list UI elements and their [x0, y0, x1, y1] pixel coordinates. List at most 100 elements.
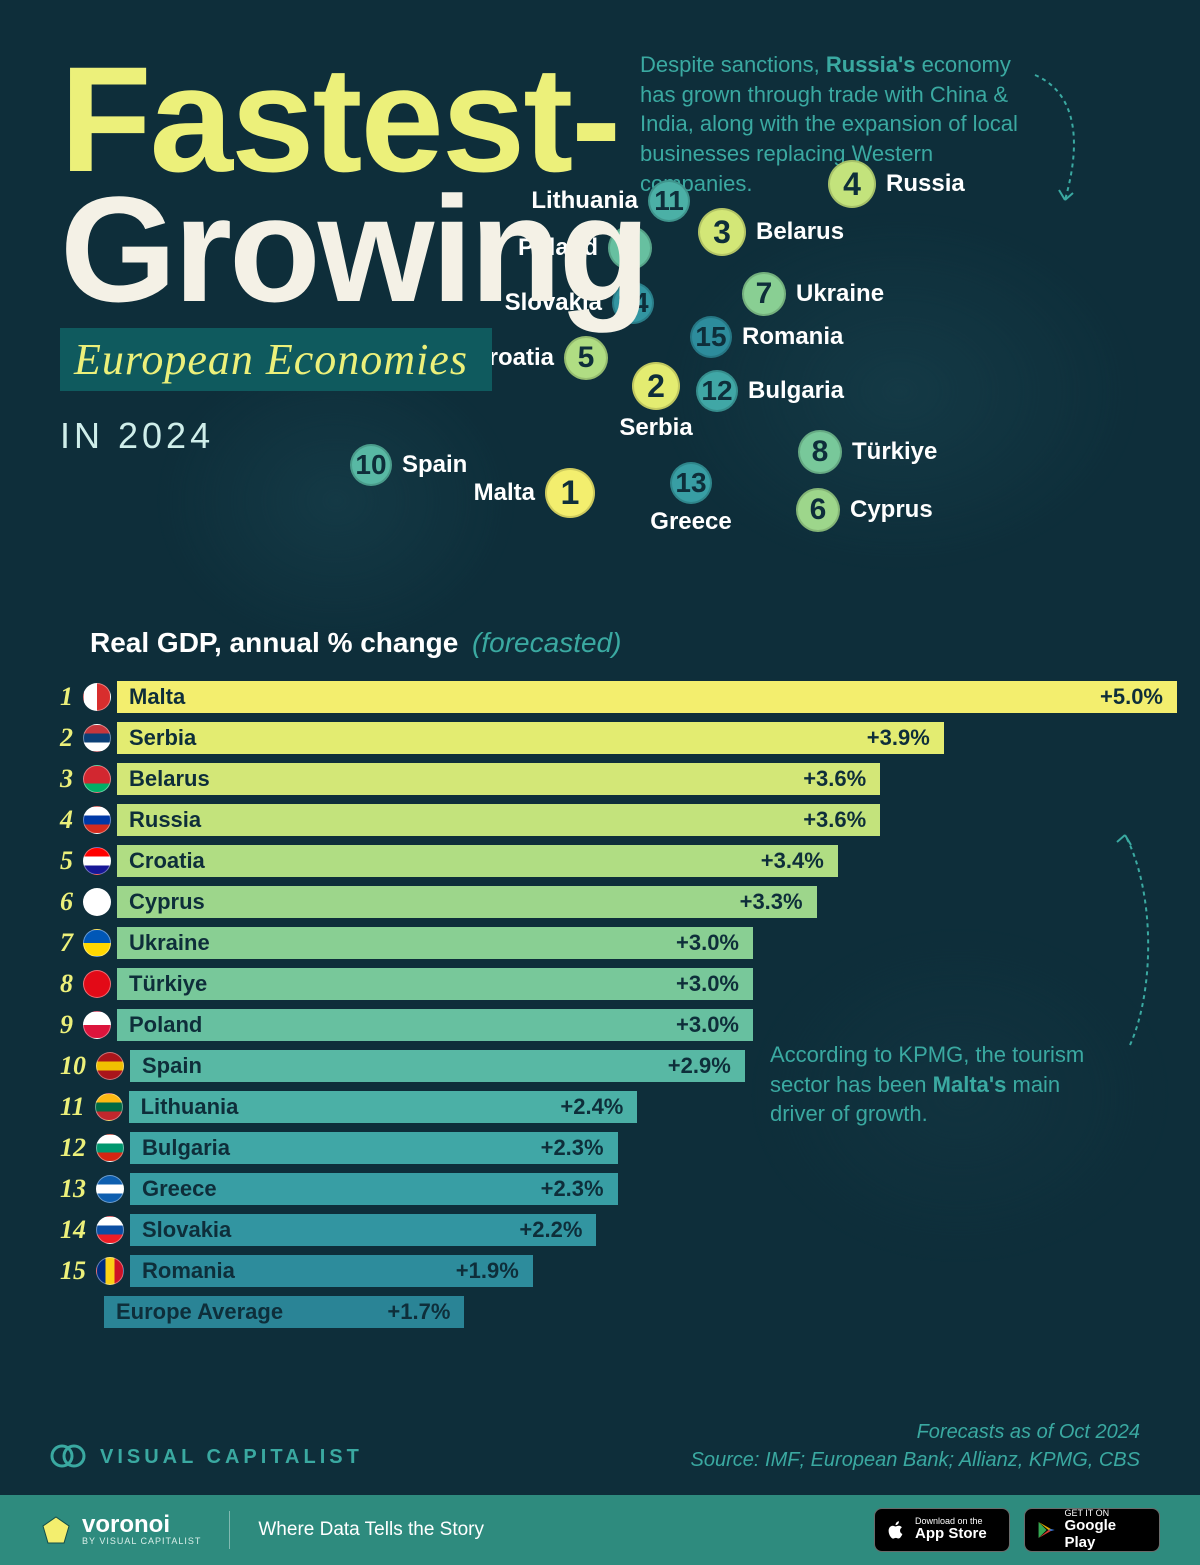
bar-value: +3.0% [676, 971, 739, 997]
bar-country: Ukraine [129, 930, 210, 956]
subtitle-badge: European Economies [60, 328, 492, 391]
chart-row-average: Europe Average +1.7% [60, 1292, 1140, 1331]
bar: Belarus +3.6% [117, 763, 880, 795]
flag-icon [96, 1175, 124, 1203]
bar-value: +3.4% [761, 848, 824, 874]
bar-value: +3.9% [867, 725, 930, 751]
google-play-icon [1035, 1519, 1056, 1541]
chart-title: Real GDP, annual % change (forecasted) [90, 627, 1140, 659]
bar-avg-label: Europe Average [116, 1299, 283, 1325]
chart-title-main: Real GDP, annual % change [90, 627, 458, 658]
google-play-badge[interactable]: GET IT ON Google Play [1024, 1508, 1160, 1552]
row-rank: 8 [60, 969, 79, 999]
vc-logo-text: VISUAL CAPITALIST [100, 1446, 363, 1469]
bar-country: Bulgaria [142, 1135, 230, 1161]
chart-row: 4 Russia +3.6% [60, 800, 1140, 839]
bar-chart-section: Real GDP, annual % change (forecasted) 1… [60, 627, 1140, 1331]
chart-row: 11 Lithuania +2.4% [60, 1087, 1140, 1126]
chart-bars-container: 1 Malta +5.0% 2 Serbia +3.9% 3 Belarus +… [60, 677, 1140, 1331]
bar: Russia +3.6% [117, 804, 880, 836]
appstore-line2: App Store [915, 1526, 987, 1543]
bar: Serbia +3.9% [117, 722, 944, 754]
title-line-2: Growing [60, 180, 1140, 318]
apple-icon [885, 1519, 907, 1541]
vc-mark-icon [50, 1442, 86, 1472]
bar-country: Poland [129, 1012, 202, 1038]
bar: Bulgaria +2.3% [130, 1132, 618, 1164]
flag-icon [83, 888, 111, 916]
chart-row: 10 Spain +2.9% [60, 1046, 1140, 1085]
bar: Croatia +3.4% [117, 845, 838, 877]
row-rank: 11 [60, 1092, 91, 1122]
bar: Türkiye +3.0% [117, 968, 753, 1000]
row-rank: 3 [60, 764, 79, 794]
footer-tagline: Where Data Tells the Story [258, 1519, 484, 1541]
voronoi-name: voronoi [82, 1514, 201, 1536]
row-rank: 14 [60, 1215, 92, 1245]
row-rank: 10 [60, 1051, 92, 1081]
chart-title-sub: (forecasted) [472, 627, 621, 658]
flag-icon [83, 970, 111, 998]
flag-icon [83, 765, 111, 793]
source-line-1: Forecasts as of Oct 2024 [691, 1418, 1140, 1446]
chart-row: 12 Bulgaria +2.3% [60, 1128, 1140, 1167]
flag-icon [95, 1093, 123, 1121]
footer-bar: voronoi BY VISUAL CAPITALIST Where Data … [0, 1495, 1200, 1565]
bar-country: Serbia [129, 725, 196, 751]
bar-value: +2.3% [541, 1135, 604, 1161]
bar-value: +2.2% [519, 1217, 582, 1243]
footer-divider [229, 1511, 230, 1549]
chart-row: 6 Cyprus +3.3% [60, 882, 1140, 921]
bar-value: +2.9% [668, 1053, 731, 1079]
bar-value: +3.3% [740, 889, 803, 915]
bar-avg-value: +1.7% [387, 1299, 450, 1325]
bar-value: +2.3% [541, 1176, 604, 1202]
row-rank: 15 [60, 1256, 92, 1286]
app-store-badge[interactable]: Download on the App Store [874, 1508, 1010, 1552]
chart-row: 8 Türkiye +3.0% [60, 964, 1140, 1003]
flag-icon [83, 724, 111, 752]
flag-icon [96, 1134, 124, 1162]
row-rank: 12 [60, 1133, 92, 1163]
bar: Poland +3.0% [117, 1009, 753, 1041]
chart-row: 13 Greece +2.3% [60, 1169, 1140, 1208]
bar: Malta +5.0% [117, 681, 1177, 713]
row-rank: 13 [60, 1174, 92, 1204]
bar: Greece +2.3% [130, 1173, 618, 1205]
bar-average: Europe Average +1.7% [104, 1296, 464, 1328]
subtitle-text: European Economies [74, 335, 468, 384]
chart-row: 14 Slovakia +2.2% [60, 1210, 1140, 1249]
bar-country: Cyprus [129, 889, 205, 915]
flag-icon [83, 847, 111, 875]
row-rank: 6 [60, 887, 79, 917]
flag-icon [83, 806, 111, 834]
title-year: IN 2024 [60, 415, 1140, 457]
bar-value: +3.0% [676, 1012, 739, 1038]
bar-country: Malta [129, 684, 185, 710]
chart-row: 3 Belarus +3.6% [60, 759, 1140, 798]
bar-country: Lithuania [141, 1094, 239, 1120]
bar-country: Greece [142, 1176, 217, 1202]
chart-row: 1 Malta +5.0% [60, 677, 1140, 716]
bar: Slovakia +2.2% [130, 1214, 596, 1246]
title-block: Fastest- Growing European Economies IN 2… [60, 50, 1140, 457]
chart-row: 7 Ukraine +3.0% [60, 923, 1140, 962]
bar-value: +3.6% [803, 807, 866, 833]
voronoi-logo: voronoi BY VISUAL CAPITALIST [40, 1514, 201, 1546]
row-rank: 4 [60, 805, 79, 835]
chart-row: 9 Poland +3.0% [60, 1005, 1140, 1044]
flag-icon [83, 929, 111, 957]
flag-icon [96, 1216, 124, 1244]
bar-value: +3.0% [676, 930, 739, 956]
bar: Spain +2.9% [130, 1050, 745, 1082]
bar: Cyprus +3.3% [117, 886, 817, 918]
bar-country: Spain [142, 1053, 202, 1079]
bar-country: Belarus [129, 766, 210, 792]
visual-capitalist-logo: VISUAL CAPITALIST [50, 1442, 363, 1472]
play-line2: Google Play [1064, 1518, 1149, 1551]
voronoi-mark-icon [40, 1514, 72, 1546]
bar-value: +5.0% [1100, 684, 1163, 710]
bar: Lithuania +2.4% [129, 1091, 638, 1123]
bar: Ukraine +3.0% [117, 927, 753, 959]
row-rank: 7 [60, 928, 79, 958]
